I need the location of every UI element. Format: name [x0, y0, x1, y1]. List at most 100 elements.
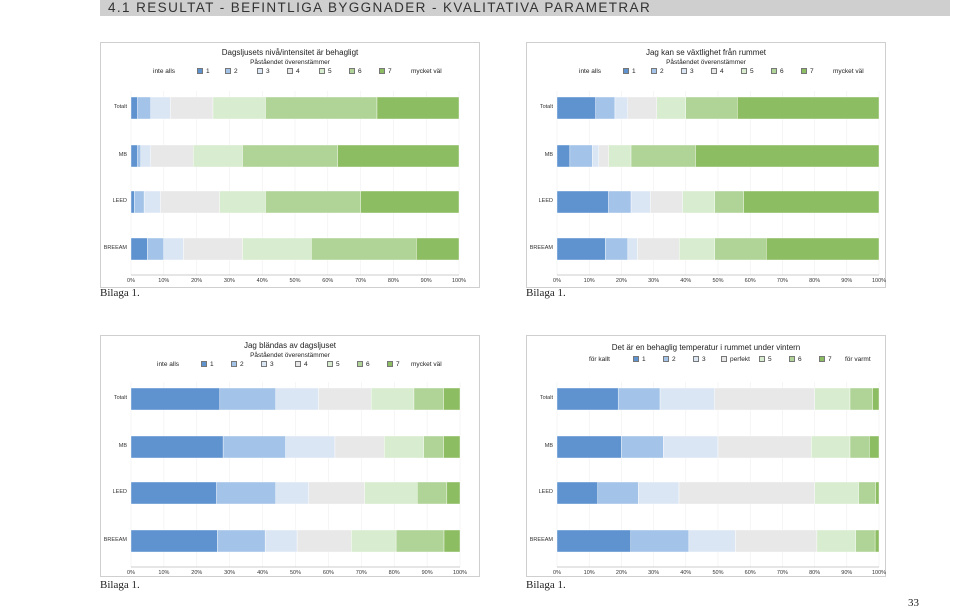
bar-segment-breeam-7 — [874, 529, 880, 553]
x-tick-label: 50% — [712, 570, 724, 576]
chart-title: Jag bländas av dagsljuset — [243, 341, 337, 350]
x-tick-label: 40% — [257, 570, 269, 576]
x-tick-label: 0% — [127, 278, 135, 284]
bar-segment-leed-4 — [308, 481, 365, 505]
bar-segment-totalt-5 — [212, 96, 266, 120]
legend-swatch — [387, 361, 393, 367]
legend-item: 6 — [771, 68, 784, 76]
bar-segment-leed-5 — [682, 190, 715, 214]
chart-plot — [556, 91, 880, 276]
x-tick-label: 90% — [420, 278, 432, 284]
legend-item: mycket väl — [833, 68, 864, 75]
legend-item: 1 — [197, 68, 210, 76]
legend-item: 6 — [349, 68, 362, 76]
x-tick-label: 40% — [680, 570, 692, 576]
bar-segment-totalt-7 — [443, 387, 461, 411]
x-tick-label: 100% — [871, 570, 887, 576]
bar-segment-mb-3 — [140, 144, 151, 168]
legend-item: 3 — [681, 68, 694, 76]
bar-segment-totalt-3 — [275, 387, 319, 411]
bar-segment-mb-1 — [556, 435, 622, 459]
bar-segment-breeam-2 — [605, 237, 629, 261]
bar-segment-mb-7 — [337, 144, 460, 168]
chart-plot — [130, 382, 461, 568]
bar-segment-breeam-2 — [217, 529, 266, 553]
x-tick-label: 70% — [776, 570, 788, 576]
bar-segment-totalt-4 — [318, 387, 372, 411]
x-tick-label: 90% — [841, 278, 853, 284]
category-label: LEED — [112, 489, 127, 495]
legend-swatch — [771, 68, 777, 74]
bar-segment-breeam-5 — [816, 529, 856, 553]
section-heading: 4.1 RESULTAT - BEFINTLIGA BYGGNADER - KV… — [108, 0, 652, 15]
bar-segment-mb-4 — [334, 435, 385, 459]
legend-swatch — [651, 68, 657, 74]
legend-item: 2 — [651, 68, 664, 76]
x-tick-label: 20% — [615, 570, 627, 576]
bar-segment-breeam-1 — [130, 529, 218, 553]
bar-segment-totalt-3 — [659, 387, 715, 411]
bar-segment-totalt-4 — [170, 96, 214, 120]
bar-segment-breeam-2 — [147, 237, 165, 261]
bar-segment-totalt-6 — [685, 96, 738, 120]
category-label: Totalt — [539, 104, 553, 110]
bar-segment-mb-2 — [621, 435, 664, 459]
bar-segment-mb-5 — [811, 435, 851, 459]
bar-segment-mb-2 — [137, 144, 142, 168]
bar-segment-breeam-4 — [183, 237, 243, 261]
bar-segment-leed-5 — [364, 481, 418, 505]
legend-swatch — [759, 356, 765, 362]
x-tick-label: 60% — [744, 278, 756, 284]
category-label: MB — [118, 443, 127, 449]
legend-item: 1 — [633, 356, 646, 364]
x-tick-label: 70% — [355, 278, 367, 284]
bar-segment-totalt-6 — [265, 96, 378, 120]
legend-item: inte alls — [579, 68, 602, 75]
chart-caption: Bilaga 1. — [526, 287, 566, 299]
bar-segment-leed-4 — [160, 190, 220, 214]
bar-segment-mb-7 — [443, 435, 461, 459]
bar-segment-leed-2 — [597, 481, 639, 505]
x-tick-label: 20% — [615, 278, 627, 284]
legend-item: 7 — [819, 356, 832, 364]
bar-segment-mb-6 — [630, 144, 696, 168]
legend-item: 3 — [257, 68, 270, 76]
legend-item: mycket väl — [411, 68, 442, 75]
legend-item: 5 — [741, 68, 754, 76]
x-tick-label: 50% — [289, 570, 302, 576]
bar-segment-totalt-2 — [137, 96, 151, 120]
legend-item: 7 — [387, 361, 400, 369]
bar-segment-breeam-3 — [627, 237, 638, 261]
bar-segment-totalt-5 — [814, 387, 851, 411]
legend-item: 3 — [693, 356, 706, 364]
bar-segment-breeam-5 — [242, 237, 312, 261]
legend-item: 2 — [663, 356, 676, 364]
x-tick-label: 30% — [648, 570, 660, 576]
category-label: Totalt — [113, 395, 127, 401]
legend-item: för kallt — [589, 356, 610, 363]
bar-segment-leed-3 — [630, 190, 651, 214]
legend-swatch — [357, 361, 363, 367]
bar-segment-breeam-6 — [395, 529, 445, 553]
x-tick-label: 40% — [680, 278, 692, 284]
legend-swatch — [261, 361, 267, 367]
chart-caption: Bilaga 1. — [100, 287, 140, 299]
chart-1: Dagsljusets nivå/intensitet är behagligt… — [100, 42, 480, 288]
legend-item: perfekt — [721, 356, 750, 364]
bar-segment-totalt-1 — [130, 387, 221, 411]
bar-segment-mb-5 — [193, 144, 243, 168]
category-label: Totalt — [539, 395, 553, 401]
bar-segment-totalt-6 — [849, 387, 873, 411]
x-tick-label: 20% — [191, 570, 203, 576]
bar-segment-mb-5 — [384, 435, 425, 459]
chart-caption: Bilaga 1. — [100, 579, 140, 591]
x-tick-label: 60% — [322, 570, 334, 576]
x-tick-label: 80% — [388, 570, 400, 576]
legend-item: 5 — [319, 68, 332, 76]
x-tick-label: 50% — [289, 278, 301, 284]
legend-swatch — [197, 68, 203, 74]
x-tick-label: 100% — [451, 278, 467, 284]
bar-segment-totalt-3 — [150, 96, 171, 120]
category-label: MB — [544, 443, 553, 449]
bar-segment-totalt-2 — [219, 387, 276, 411]
